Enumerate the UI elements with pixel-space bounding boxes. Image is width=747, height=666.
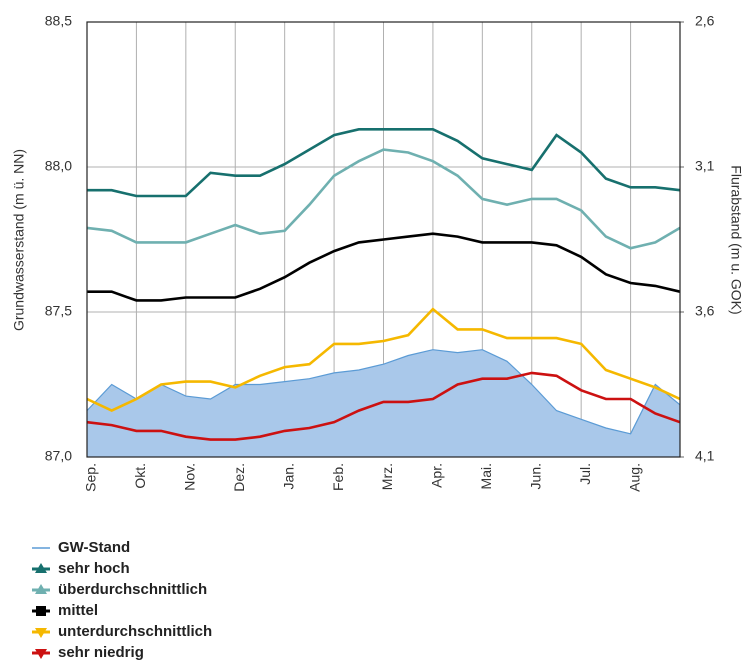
- y2-tick-label: 2,6: [695, 13, 715, 29]
- line: [86, 349, 681, 435]
- legend-label: unterdurchschnittlich: [58, 623, 212, 640]
- legend-marker: [35, 628, 47, 638]
- x-tick-label: Aug.: [626, 463, 642, 492]
- y-tick-label: 88,5: [45, 13, 72, 29]
- area: [87, 349, 680, 457]
- legend-label: sehr hoch: [58, 560, 130, 577]
- x-tick-label: Dez.: [231, 463, 247, 492]
- x-tick-label: Mrz.: [379, 463, 395, 490]
- legend-label: sehr niedrig: [58, 644, 144, 661]
- x-tick-label: Jul.: [577, 463, 593, 485]
- legend-marker: [35, 584, 47, 594]
- plot-frame: [86, 21, 681, 458]
- y2-tick-label: 4,1: [695, 448, 715, 464]
- x-tick-label: Jun.: [527, 463, 543, 489]
- legend-label: mittel: [58, 602, 98, 619]
- y2-axis-title: Flurabstand (m u. GOK): [728, 165, 744, 314]
- line: [86, 371, 681, 441]
- x-tick-label: Jan.: [280, 463, 296, 489]
- y2-tick-label: 3,6: [695, 303, 715, 319]
- y-tick-label: 87,5: [45, 303, 72, 319]
- x-tick-label: Mai.: [478, 463, 494, 489]
- legend: GW-Stand sehr hoch überdurchschnittlich mit…: [32, 539, 212, 661]
- legend-marker: [35, 563, 47, 573]
- y2-tick-label: 3,1: [695, 158, 715, 174]
- x-tick-label: Okt.: [132, 463, 148, 489]
- line: [87, 128, 681, 198]
- line: [86, 148, 681, 250]
- x-tick-label: Sep.: [83, 463, 99, 492]
- y-tick-label: 87,0: [45, 448, 72, 464]
- x-tick-label: Apr.: [429, 463, 445, 488]
- y-axis-title: Grundwasserstand (m ü. NN): [11, 149, 27, 331]
- x-tick-label: Feb.: [330, 463, 346, 491]
- legend-label: GW-Stand: [58, 539, 130, 556]
- y-tick-label: 88,0: [45, 158, 72, 174]
- legend-marker: [35, 649, 47, 659]
- x-tick-label: Nov.: [182, 463, 198, 491]
- legend-marker: [36, 606, 46, 616]
- line: [86, 307, 681, 413]
- legend-label: überdurchschnittlich: [58, 581, 207, 598]
- line: [87, 232, 681, 302]
- plot-data: [86, 128, 681, 457]
